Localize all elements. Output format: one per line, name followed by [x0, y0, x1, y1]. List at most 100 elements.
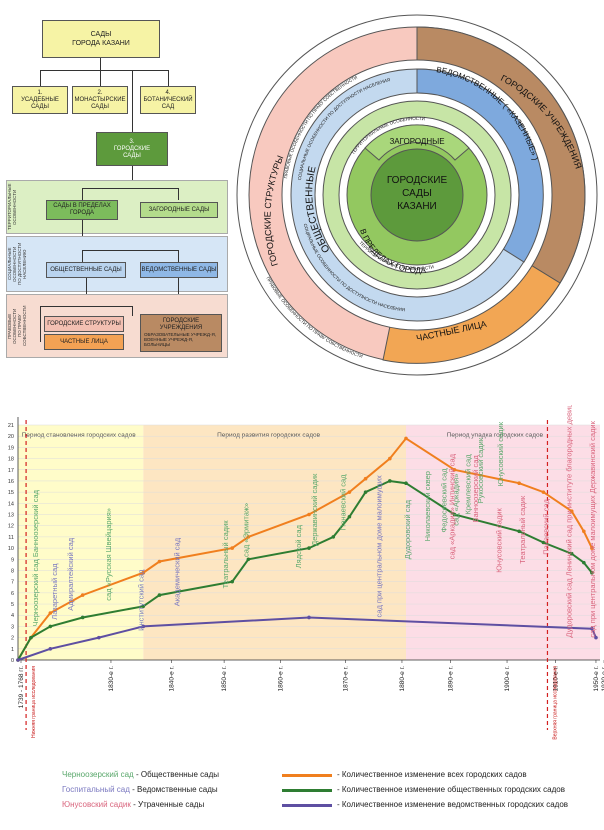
garden-label: Дудоровский сад [403, 499, 412, 559]
y-tick-label: 11 [8, 535, 14, 541]
legend-left-2-desc: - Утраченные сады [133, 800, 205, 809]
series-0-point-8 [307, 512, 311, 517]
y-tick-label: 12 [8, 524, 14, 530]
series-2-point-0 [16, 658, 20, 662]
series-2-point-5 [590, 626, 594, 631]
garden-label: Кремлевский сад [464, 454, 473, 515]
garden-label: Лазаретный сад [50, 563, 59, 620]
y-tick-label: 14 [8, 501, 14, 507]
legend-left-1-name: Госпитальный сад [62, 785, 130, 794]
garden-label: Черноозерский сад Банноозерский сад [31, 489, 40, 626]
tree-node-monastery: 2. МОНАСТЫРСКИЕ САДЫ [72, 86, 128, 114]
garden-label: Академический сад [173, 537, 182, 606]
garden-label: Банноозерский сад [471, 455, 480, 523]
series-2-point-1 [48, 647, 53, 651]
period-title-1: Период развития городских садов [217, 432, 321, 439]
series-0-point-16 [569, 509, 574, 513]
period-band-1 [143, 425, 406, 660]
y-tick-label: 10 [8, 546, 14, 552]
y-tick-label: 7 [11, 580, 14, 586]
y-tick-label: 4 [11, 613, 14, 619]
series-0-point-13 [452, 467, 457, 472]
y-tick-label: 5 [11, 602, 14, 608]
series-1-point-7 [246, 557, 251, 562]
y-tick-label: 17 [8, 468, 14, 474]
y-tick-label: 8 [11, 568, 14, 574]
series-2-point-2 [97, 635, 101, 640]
legend-right-0: - Количественное изменение всех городски… [337, 770, 527, 779]
garden-label: Институтский сад [136, 569, 145, 631]
garden-label: Панаевский сад [338, 474, 347, 530]
garden-label: сад при центральном доме малоимущих Держ… [588, 420, 597, 637]
y-tick-label: 13 [8, 513, 14, 519]
series-1-point-12 [388, 479, 392, 483]
series-0-point-15 [541, 490, 546, 494]
period-band-0 [18, 425, 144, 660]
x-tick-label: 1860-е г. [278, 666, 285, 692]
tree-node-botanical: 4. БОТАНИЧЕСКИЙ САД [140, 86, 196, 114]
y-tick-label: 15 [8, 490, 14, 496]
timeline-chart: Период становления городских садов Период… [8, 405, 604, 740]
garden-label: сад «Русская Швейцария» [104, 508, 113, 601]
series-1-point-4 [141, 604, 146, 609]
series-1-point-11 [363, 490, 368, 494]
series-0-point-4 [141, 570, 146, 575]
x-tick-label: 1890-е г. [447, 666, 454, 692]
series-0-point-6 [230, 546, 235, 550]
series-0-point-17 [582, 529, 586, 534]
series-1-point-5 [157, 593, 162, 597]
legend-right-1: - Количественное изменение общественных … [337, 785, 565, 794]
in-city-gardens-box: САДЫ В ПРЕДЕЛАХ ГОРОДА [46, 200, 118, 220]
period-title-0: Период становления городских садов [22, 432, 137, 439]
legend-swatch-all [282, 774, 332, 777]
y-tick-label: 20 [8, 434, 14, 440]
series-0-point-10 [363, 476, 368, 481]
suburban-gardens-box: ЗАГОРОДНЫЕ САДЫ [140, 202, 218, 218]
garden-label: сад при центральном доме малоимущих [375, 475, 384, 617]
y-tick-label: 6 [11, 591, 14, 597]
series-0-point-7 [246, 535, 251, 539]
city-institutions-box: ГОРОДСКИЕ УЧРЕЖДЕНИЯ ОБРАЗОВАТЕЛЬНЫЕ УЧР… [140, 314, 222, 352]
research-bound-label-0: Нижняя граница исследования [31, 666, 37, 738]
city-institutions-sub: ОБРАЗОВАТЕЛЬНЫЕ УЧРЕЖД-Я, ВОЕННЫЕ УЧРЕЖД… [144, 332, 216, 347]
y-tick-label: 3 [11, 624, 14, 630]
tree-root: САДЫ ГОРОДА КАЗАНИ [42, 20, 160, 58]
y-tick-label: 19 [8, 445, 14, 451]
garden-label: Рукосовский садик [476, 437, 485, 503]
garden-label: сад «Аркадия» Интинский сад [448, 453, 457, 559]
x-tick-label: 1920-е г. [601, 666, 604, 692]
garden-label: Панаевский сад [541, 498, 550, 554]
period-band-2 [406, 425, 600, 660]
series-1-point-16 [541, 540, 546, 545]
y-tick-label: 16 [8, 479, 14, 485]
series-1-point-15 [517, 529, 521, 534]
legend-swatch-public [282, 789, 332, 792]
garden-label: Театральный садик [518, 495, 527, 564]
legend-left-1: Госпитальный сад - Ведомственные сады [62, 785, 218, 794]
circle-center-line3: КАЗАНИ [397, 201, 437, 212]
series-1-point-13 [404, 481, 408, 485]
series-1-point-9 [331, 535, 336, 539]
y-tick-label: 2 [11, 636, 14, 642]
series-0-point-9 [347, 490, 352, 494]
series-1-point-2 [48, 624, 53, 629]
concentric-diagram: ГОРОДСКИЕ САДЫ КАЗАНИ ЗАГОРОДНЫЕ В ПРЕДЕ… [236, 14, 598, 376]
garden-label: сад «Эрмитаж» [241, 503, 250, 557]
series-0-point-11 [388, 456, 392, 461]
series-0-point-3 [80, 593, 85, 597]
y-tick-label: 1 [11, 647, 14, 653]
series-0-point-18 [590, 546, 594, 550]
tree-node-city-gardens: 3. ГОРОДСКИЕ САДЫ [96, 132, 168, 166]
x-tick-label: 1910-е г. [553, 666, 560, 692]
series-2-point-6 [594, 635, 598, 640]
legend-left-0-name: Черноозерский сад [62, 770, 134, 779]
series-0-point-12 [404, 436, 408, 441]
garden-label: Федосеевский сад [439, 468, 448, 533]
legend-left-2-name: Юнусовский садик [62, 800, 131, 809]
circle-center-line2: САДЫ [402, 188, 432, 199]
city-institutions-title: ГОРОДСКИЕ УЧРЕЖДЕНИЯ [159, 318, 203, 331]
circle-suburban: ЗАГОРОДНЫЕ [389, 137, 444, 146]
legend-left-1-desc: - Ведомственные сады [132, 785, 218, 794]
series-1-point-18 [582, 560, 586, 565]
series-1-point-3 [80, 615, 85, 620]
